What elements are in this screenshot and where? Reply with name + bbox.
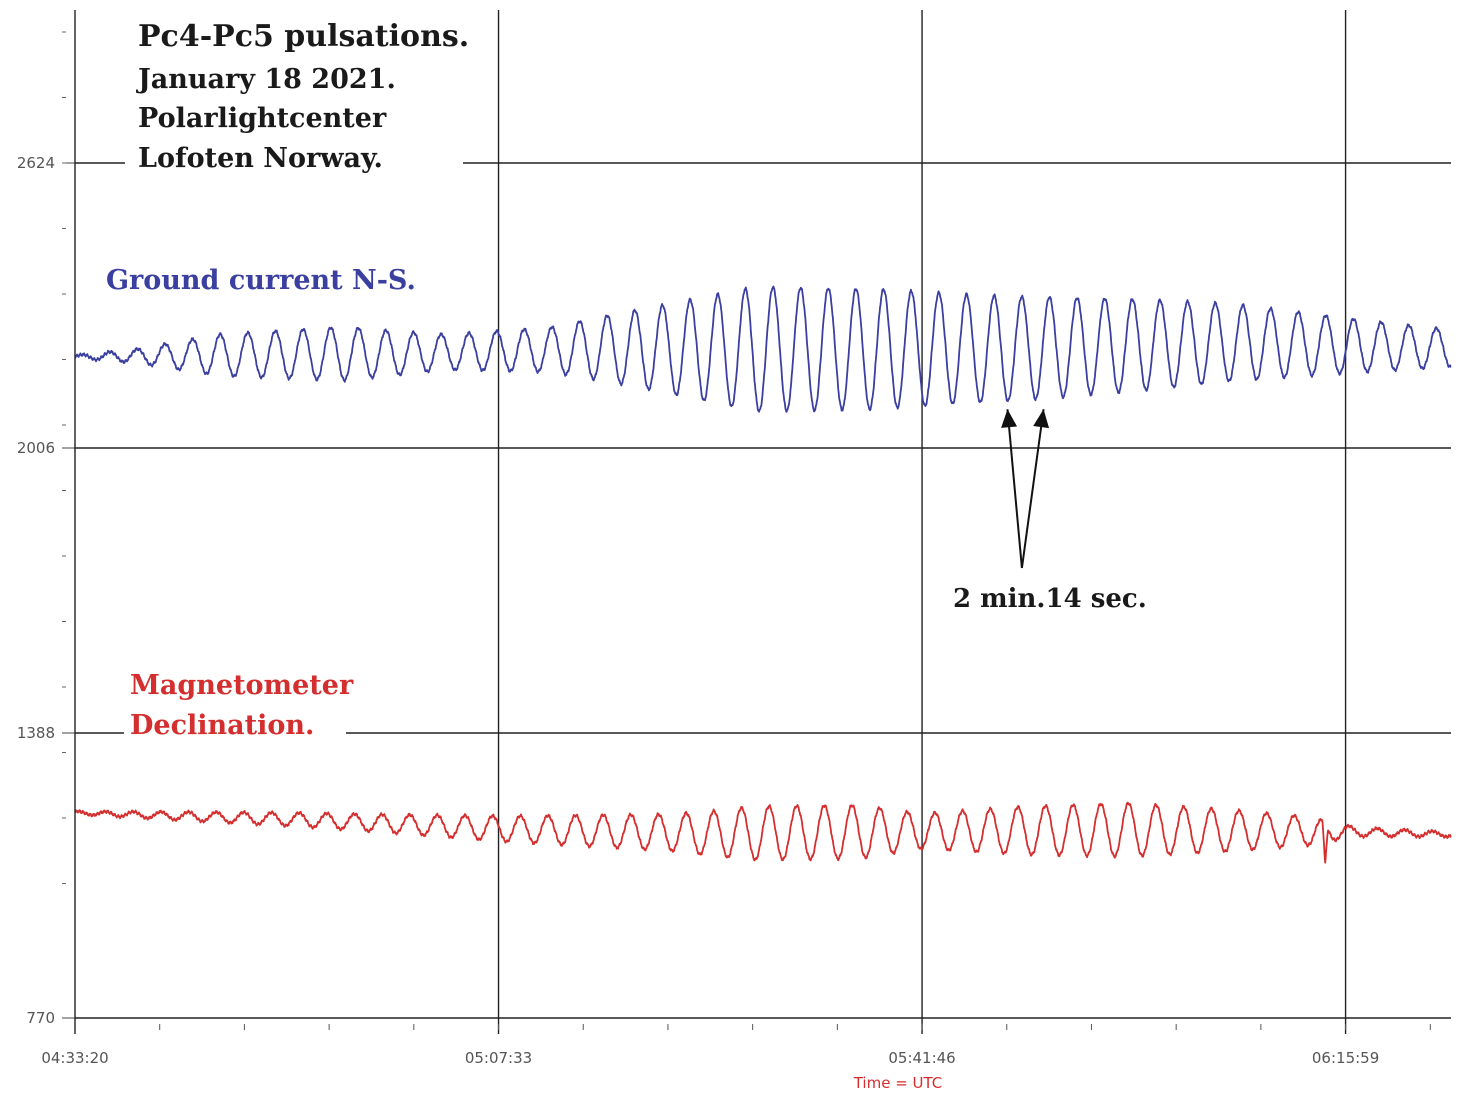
chart-title-line-3: Polarlightcenter	[138, 103, 387, 134]
x-tick-label-1: 05:07:33	[465, 1049, 532, 1067]
period-annotation-arrows	[1001, 409, 1050, 569]
x-tick-label-0: 04:33:20	[41, 1049, 108, 1067]
annotation-arrow-shaft-0	[1006, 409, 1023, 569]
chart-title-line-1: Pc4-Pc5 pulsations.	[138, 19, 469, 54]
chart-axes: 770 1388 2006 2624 04:33:20 05:07:33 05:41:46 0…	[17, 10, 1451, 1067]
y-tick-label-0: 770	[26, 1009, 55, 1027]
x-tick-label-3: 06:15:59	[1312, 1049, 1379, 1067]
period-annotation-label: 2 min.14 sec.	[953, 584, 1147, 614]
title-background	[125, 15, 463, 183]
annotation-arrow-head-1	[1033, 409, 1050, 429]
annotation-arrow-head-0	[1001, 409, 1018, 428]
legend-ground-current: Ground current N-S.	[106, 265, 416, 296]
series-line-1	[74, 801, 1452, 864]
chart-title-line-2: January 18 2021.	[136, 64, 396, 95]
y-tick-label-3: 2624	[17, 154, 55, 172]
y-tick-label-2: 2006	[17, 439, 55, 457]
chart-title-line-4: Lofoten Norway.	[138, 143, 383, 174]
series-label-ground-current: Ground current N-S.	[106, 265, 416, 296]
chart-title-block: Pc4-Pc5 pulsations. January 18 2021. Pol…	[125, 15, 469, 183]
annotation-arrow-shaft-1	[1020, 409, 1045, 569]
magnetometer-label-background	[124, 668, 346, 740]
y-tick-label-1: 1388	[17, 724, 55, 742]
series-line-0	[74, 285, 1452, 413]
series-layer	[74, 285, 1452, 864]
series-label-magnetometer: Magnetometer Declination.	[124, 668, 354, 741]
x-tick-label-2: 05:41:46	[888, 1049, 955, 1067]
x-axis-label: Time = UTC	[853, 1074, 943, 1092]
legend-magnetometer-line-2: Declination.	[130, 710, 314, 741]
legend-magnetometer-line-1: Magnetometer	[130, 670, 354, 701]
